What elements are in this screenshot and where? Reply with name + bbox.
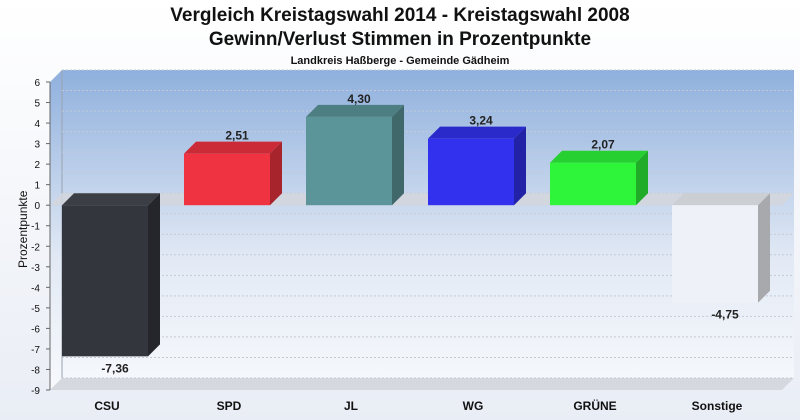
y-tick-label: 6 [34,78,40,89]
chart-title-line2: Gewinn/Verlust Stimmen in Prozentpunkte [208,29,592,50]
y-tick-label: -4 [31,283,40,294]
bar-side [148,193,160,357]
bar-side [514,126,526,206]
y-tick-label: 5 [34,99,40,110]
y-tick-label: -7 [31,345,40,356]
y-tick-label: 3 [34,140,40,151]
y-tick-label: -6 [31,324,40,335]
y-tick-label: 4 [34,119,40,130]
plot-floor [50,378,794,390]
y-tick-label: -9 [31,386,40,397]
x-tick-label: WG [463,399,484,413]
y-tick-label: 2 [34,160,40,171]
bar-grüne [550,162,636,206]
bar-top [428,126,526,139]
y-tick-label: 0 [34,201,40,212]
bar-top [306,104,404,117]
bar-csu [62,205,148,357]
bar-top [184,141,282,154]
y-tick-label: -1 [31,222,40,233]
bar-sonstige [672,205,758,303]
data-label: 4,30 [347,92,371,106]
x-tick-label: Sonstige [692,399,743,413]
x-tick-label: CSU [94,399,119,413]
y-tick-label: -2 [31,242,40,253]
data-label: -4,75 [711,308,739,322]
bar-side [270,141,282,206]
bar-side [636,150,648,206]
x-tick-label: GRÜNE [573,398,616,413]
chart-title-line1: Vergleich Kreistagswahl 2014 - Kreistags… [170,5,630,26]
bar-side [758,193,770,303]
y-tick-label: 1 [34,181,40,192]
bar-top [550,150,648,163]
y-tick-label: -5 [31,304,40,315]
bar-top [672,193,770,206]
bar-spd [184,153,270,206]
data-label: -7,36 [101,361,129,375]
y-tick-label: -8 [31,365,40,376]
x-tick-label: JL [344,399,358,413]
y-tick-label: -3 [31,263,40,274]
bar-top [62,193,160,206]
bar-jl [306,116,392,206]
bar-wg [428,138,514,206]
x-tick-label: SPD [217,399,242,413]
chart-subtitle: Landkreis Haßberge - Gemeinde Gädheim [290,55,510,67]
data-label: 2,51 [225,129,249,143]
data-label: 2,07 [591,138,615,152]
bar-side [392,104,404,206]
data-label: 3,24 [469,114,493,128]
